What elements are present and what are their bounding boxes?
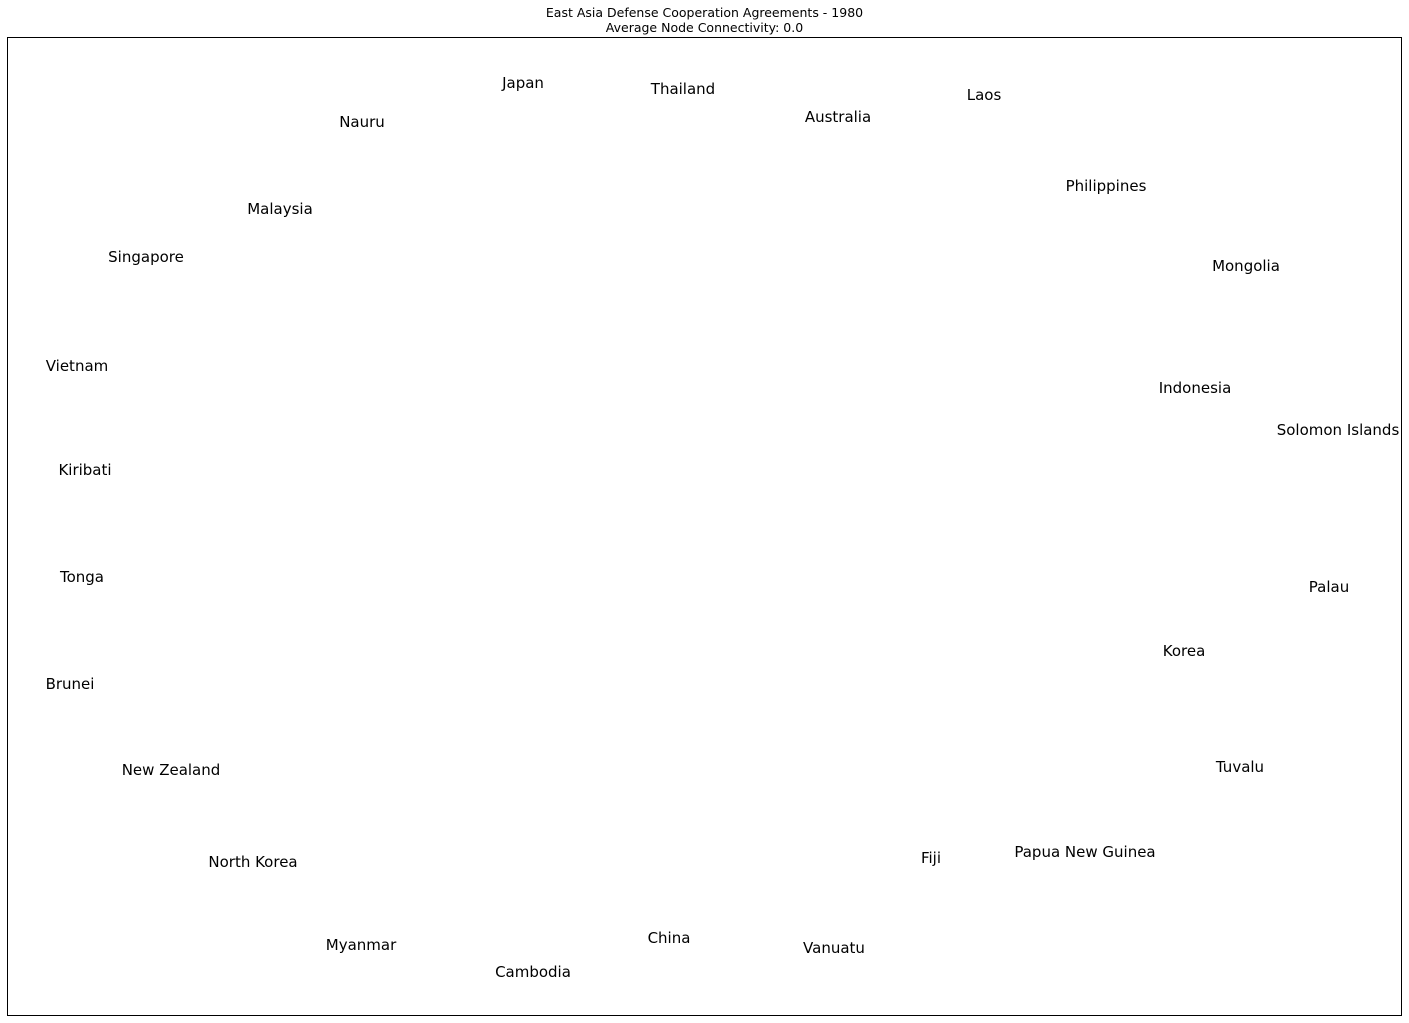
node-label: Australia <box>805 108 871 126</box>
node-label: Philippines <box>1066 177 1147 195</box>
node-label: North Korea <box>208 853 297 871</box>
node-label: Palau <box>1309 578 1349 596</box>
chart-title: East Asia Defense Cooperation Agreements… <box>0 5 1409 35</box>
node-label: Cambodia <box>495 963 571 981</box>
node-label: Vanuatu <box>803 939 865 957</box>
node-label: New Zealand <box>122 761 221 779</box>
node-label: Tonga <box>59 568 104 586</box>
node-label: Korea <box>1163 642 1206 660</box>
node-label: Solomon Islands <box>1277 421 1400 439</box>
node-label: Tuvalu <box>1215 758 1264 776</box>
node-label: Japan <box>501 74 544 92</box>
title-line-2: Average Node Connectivity: 0.0 <box>605 20 804 35</box>
node-label: Papua New Guinea <box>1014 843 1155 861</box>
plot-frame <box>7 37 1402 1016</box>
node-label: Laos <box>967 86 1002 104</box>
node-label: Singapore <box>108 248 184 266</box>
node-label: Malaysia <box>247 200 313 218</box>
node-label: Thailand <box>650 80 715 98</box>
title-line-1: East Asia Defense Cooperation Agreements… <box>545 5 864 20</box>
node-label: Nauru <box>339 113 385 131</box>
node-label: Myanmar <box>326 936 397 954</box>
node-label: China <box>648 929 691 947</box>
node-label: Mongolia <box>1212 257 1280 275</box>
node-label: Kiribati <box>58 461 111 479</box>
node-label: Vietnam <box>46 357 109 375</box>
node-label: Brunei <box>46 675 95 693</box>
node-label: Fiji <box>921 849 941 867</box>
node-label: Indonesia <box>1159 379 1232 397</box>
